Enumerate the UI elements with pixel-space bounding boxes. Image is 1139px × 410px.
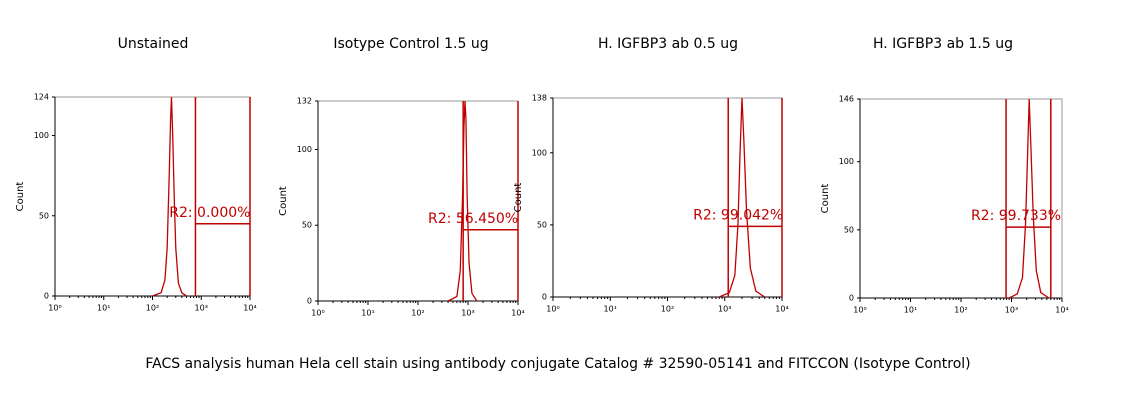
y-tick-label: 50 bbox=[844, 225, 854, 234]
x-tick-label: 10⁴ bbox=[775, 305, 788, 314]
y-tick-label: 100 bbox=[34, 131, 49, 140]
x-tick-label: 10² bbox=[146, 304, 159, 313]
x-tick-label: 10⁰ bbox=[546, 305, 559, 314]
plot-frame bbox=[54, 96, 251, 297]
histogram-line bbox=[447, 100, 478, 302]
y-tick-label: 100 bbox=[532, 148, 547, 157]
x-tick-label: 10² bbox=[954, 306, 967, 315]
x-tick-label: 10⁴ bbox=[243, 304, 256, 313]
y-tick-label: 146 bbox=[839, 95, 854, 104]
y-axis-label: Count bbox=[820, 184, 831, 214]
y-tick-label: 0 bbox=[542, 293, 547, 302]
y-tick-label: 124 bbox=[34, 93, 49, 102]
plot-frame bbox=[317, 100, 519, 302]
x-tick-label: 10⁰ bbox=[853, 306, 866, 315]
gate-label: R2: 56.450% bbox=[428, 211, 518, 227]
histogram-line bbox=[152, 96, 187, 297]
x-tick-label: 10³ bbox=[718, 305, 731, 314]
x-tick-label: 10³ bbox=[461, 309, 474, 318]
y-axis-label: Count bbox=[15, 182, 26, 212]
x-tick-label: 10¹ bbox=[604, 305, 617, 314]
y-tick-label: 132 bbox=[297, 97, 312, 106]
panel-title: H. IGFBP3 ab 1.5 ug bbox=[873, 36, 1013, 52]
histogram-line bbox=[1008, 98, 1050, 299]
y-tick-label: 50 bbox=[537, 220, 547, 229]
y-tick-label: 100 bbox=[297, 145, 312, 154]
plot-frame bbox=[552, 97, 783, 298]
y-axis-label: Count bbox=[278, 186, 289, 216]
y-axis-label: Count bbox=[513, 183, 524, 213]
x-tick-label: 10² bbox=[661, 305, 674, 314]
y-tick-label: 50 bbox=[39, 211, 49, 220]
gate-label: R2: 99.042% bbox=[693, 207, 783, 223]
panel-title: Unstained bbox=[118, 36, 189, 52]
x-tick-label: 10⁴ bbox=[1055, 306, 1068, 315]
x-tick-label: 10³ bbox=[195, 304, 208, 313]
y-tick-label: 100 bbox=[839, 157, 854, 166]
y-tick-label: 138 bbox=[532, 94, 547, 103]
x-tick-label: 10⁴ bbox=[511, 309, 524, 318]
x-tick-label: 10¹ bbox=[904, 306, 917, 315]
x-tick-label: 10³ bbox=[1005, 306, 1018, 315]
caption: FACS analysis human Hela cell stain usin… bbox=[145, 356, 970, 372]
histogram-line bbox=[718, 97, 766, 298]
x-tick-label: 10⁰ bbox=[48, 304, 61, 313]
y-tick-label: 0 bbox=[307, 297, 312, 306]
y-tick-label: 0 bbox=[849, 294, 854, 303]
panel-title: H. IGFBP3 ab 0.5 ug bbox=[598, 36, 738, 52]
gate-label: R2: 99.733% bbox=[971, 208, 1061, 224]
y-tick-label: 0 bbox=[44, 292, 49, 301]
x-tick-label: 10² bbox=[411, 309, 424, 318]
x-tick-label: 10⁰ bbox=[311, 309, 324, 318]
plot-frame bbox=[859, 98, 1063, 299]
y-tick-label: 50 bbox=[302, 221, 312, 230]
x-tick-label: 10¹ bbox=[97, 304, 110, 313]
panel-title: Isotype Control 1.5 ug bbox=[333, 36, 488, 52]
x-tick-label: 10¹ bbox=[361, 309, 374, 318]
gate-label: R2: 0.000% bbox=[169, 205, 250, 221]
